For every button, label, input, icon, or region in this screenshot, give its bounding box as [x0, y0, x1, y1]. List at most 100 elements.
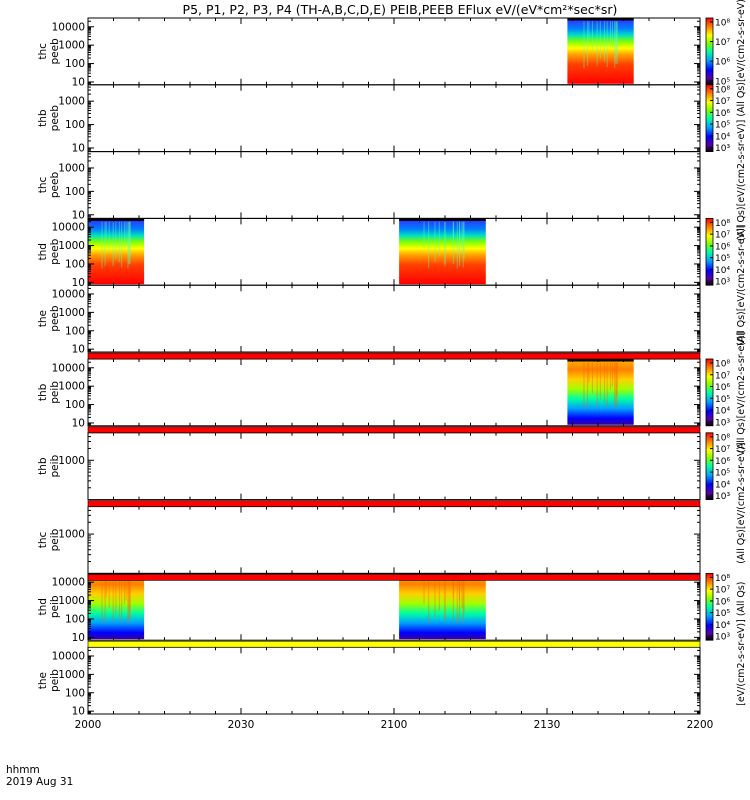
y-tick-label: 1000: [58, 455, 85, 467]
colorbar-unit-label: (All Qs)[eV/(cm2-s-sr-eV)]: [736, 442, 747, 563]
panel-instrument-label: peeb: [49, 172, 61, 199]
panel-frame: [87, 151, 701, 219]
panel-probe-label: thb: [37, 457, 49, 475]
colorbar-tick-label: 10⁶: [715, 58, 730, 68]
colorbar-tick-label: 10³: [715, 633, 730, 643]
colorbar-tick-label: 10⁵: [715, 121, 730, 131]
colorbar-tick-label: 10⁵: [715, 254, 730, 264]
x-tick-label: 2030: [228, 719, 255, 731]
panel-instrument-label: peeb: [49, 305, 61, 332]
colorbar-tick-label: 10⁸: [715, 85, 730, 95]
y-tick-label: 10000: [52, 288, 85, 300]
figure-title: P5, P1, P2, P3, P4 (TH-A,B,C,D,E) PEIB,P…: [183, 2, 618, 17]
panel-frame: [87, 506, 701, 574]
y-tick-label: 1000: [58, 40, 85, 52]
panel-frame: [87, 432, 701, 501]
y-tick-label: 10: [72, 142, 85, 154]
spectrogram-panel: 1000 thc peib: [37, 506, 701, 574]
x-tick-label: 2000: [75, 719, 102, 731]
colorbar-tick-label: 10⁷: [715, 38, 730, 48]
y-tick-label: 10000: [52, 362, 85, 374]
y-tick-label: 10: [72, 209, 85, 221]
flux-strip: [87, 426, 701, 434]
y-tick-label: 100: [65, 186, 85, 198]
spectrogram-data-block: [567, 19, 634, 84]
colorbar: [705, 84, 714, 153]
colorbar: [705, 358, 714, 427]
y-tick-label: 10: [72, 344, 85, 356]
y-tick-label: 10000: [52, 577, 85, 589]
colorbar-tick-label: 10⁵: [715, 469, 730, 479]
flux-strip: [87, 640, 701, 648]
panel-probe-label: thd: [37, 598, 49, 615]
colorbar: [705, 432, 714, 500]
spectrogram-data-block: [399, 574, 486, 640]
spectrogram-data-block: [88, 574, 145, 640]
panel-instrument-label: peib: [49, 381, 61, 404]
footer-date-label: 2019 Aug 31: [6, 776, 73, 788]
panel-frame: [87, 84, 701, 153]
colorbar-tick-label: 10⁴: [715, 480, 730, 490]
colorbar-unit-label: (All Qs)[eV/(cm2-s-sr-eV)] (All Qs)[eV/(…: [736, 0, 747, 241]
y-tick-label: 10000: [52, 21, 85, 33]
panel-probe-label: thb: [37, 383, 49, 401]
colorbar-tick-label: 10⁷: [715, 371, 730, 381]
colorbar-tick-label: 10³: [715, 144, 730, 154]
panel-frame: [87, 284, 701, 353]
y-tick-label: 10: [72, 706, 85, 718]
panel-probe-label: the: [37, 672, 49, 689]
colorbar-tick-label: 10⁸: [715, 360, 730, 370]
panel-instrument-label: peeb: [49, 105, 61, 132]
panel-probe-label: thc: [37, 177, 49, 194]
panel-instrument-label: peib: [49, 455, 61, 478]
x-tick-label: 2130: [534, 719, 561, 731]
colorbar-tick-label: 10⁷: [715, 231, 730, 241]
panel-frame: [87, 572, 701, 641]
panel-instrument-label: peib: [49, 595, 61, 618]
x-tick-label: 2100: [381, 719, 408, 731]
colorbar-tick-label: 10⁷: [715, 586, 730, 596]
spectrogram-data-block: [399, 219, 486, 285]
y-tick-label: 1000: [58, 240, 85, 252]
y-tick-label: 1000: [58, 529, 85, 541]
panel-probe-label: the: [37, 310, 49, 327]
y-tick-label: 1000: [58, 96, 85, 108]
y-tick-label: 10: [72, 417, 85, 429]
colorbar: [705, 217, 714, 286]
y-tick-label: 10: [72, 277, 85, 289]
y-tick-label: 1000: [58, 595, 85, 607]
panel-instrument-label: peib: [49, 669, 61, 692]
y-tick-label: 100: [65, 325, 85, 337]
colorbar-tick-label: 10⁸: [715, 19, 730, 29]
y-tick-label: 10000: [52, 650, 85, 662]
colorbar-tick-label: 10⁷: [715, 97, 730, 107]
y-tick-label: 100: [65, 613, 85, 625]
colorbar-tick-label: 10⁶: [715, 383, 730, 393]
colorbar-unit-label: (All Qs)[eV/(cm2-s-sr-eV)]: [736, 225, 747, 346]
panel-probe-label: thd: [37, 243, 49, 260]
flux-strip: [87, 500, 701, 507]
y-tick-label: 1000: [58, 381, 85, 393]
panel-frame: [87, 217, 701, 286]
colorbar-tick-label: 10⁷: [715, 445, 730, 455]
y-tick-label: 10000: [52, 222, 85, 234]
y-tick-label: 10: [72, 632, 85, 644]
colorbar-tick-label: 10⁴: [715, 132, 730, 142]
colorbar-tick-label: 10⁸: [715, 574, 730, 584]
flux-strip: [87, 574, 701, 581]
colorbar: [705, 573, 714, 641]
y-tick-label: 100: [65, 399, 85, 411]
colorbar-tick-label: 10⁵: [715, 395, 730, 405]
colorbar-tick-label: 10³: [715, 492, 730, 502]
y-tick-label: 10: [72, 76, 85, 88]
y-tick-label: 1000: [58, 307, 85, 319]
flux-strip: [87, 352, 701, 360]
